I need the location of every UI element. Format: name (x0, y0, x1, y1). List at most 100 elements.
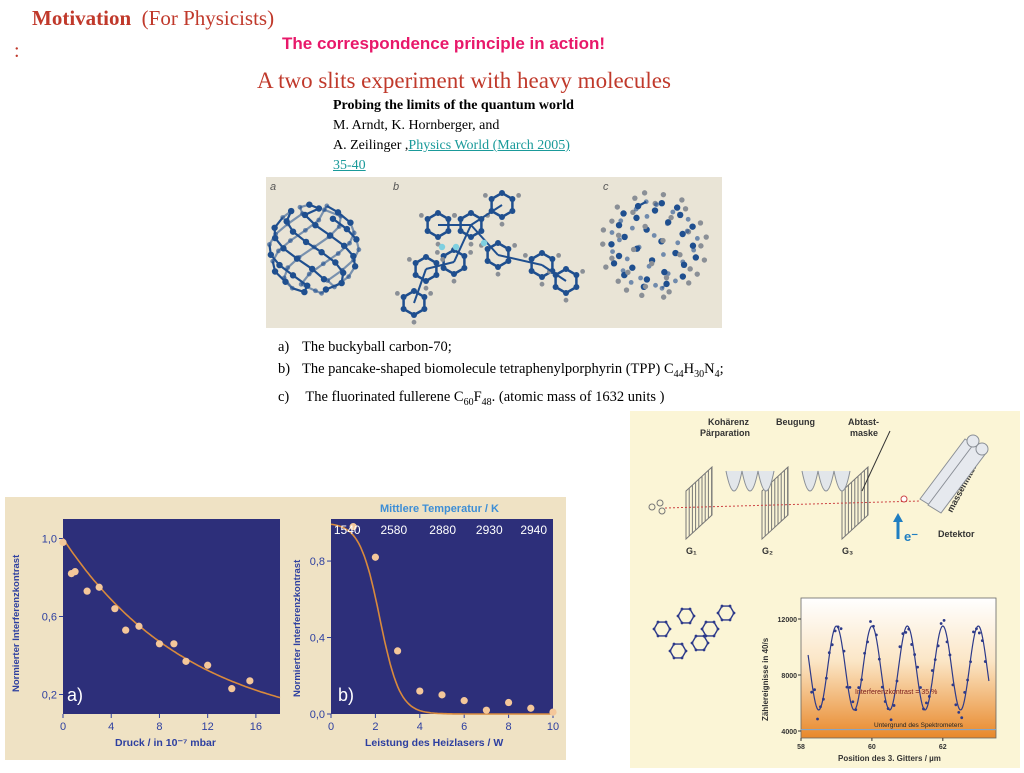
x-tick-label: 6 (461, 721, 467, 733)
data-point (877, 657, 881, 661)
data-point (898, 645, 902, 649)
chart-a-xlabel: Druck / in 10⁻⁷ mbar (115, 737, 216, 749)
data-point (919, 686, 922, 689)
molecule-label-a: a (270, 181, 276, 193)
data-point (810, 690, 814, 694)
electron-arrow-head (893, 513, 903, 522)
decoherence-charts: Mittlere Temperatur / K 0 4 8 12 16 1,0 0,6 0,2… (5, 497, 566, 760)
data-point (872, 624, 875, 628)
data-point (839, 627, 843, 631)
data-point (851, 700, 855, 704)
caption-b-n: N (704, 361, 715, 377)
data-point (813, 688, 816, 692)
data-point (822, 697, 825, 701)
data-point (963, 690, 967, 694)
quadrupol-filter (919, 434, 989, 514)
y-tick-label: 8000 (781, 673, 797, 680)
data-point (824, 676, 828, 680)
data-point (907, 627, 911, 631)
data-point (889, 718, 893, 722)
buckyball-c70 (267, 201, 362, 296)
chart-b-xlabel: Leistung des Heizlasers / W (365, 737, 503, 749)
data-point (910, 643, 914, 646)
title-bold: Motivation (32, 6, 132, 30)
y-tick-label: 0,6 (42, 612, 57, 624)
data-point (833, 629, 837, 633)
reference-link[interactable]: Physics World (March 2005) (408, 138, 570, 153)
caption-key-a: a) (278, 339, 290, 355)
data-point (848, 685, 852, 689)
data-point (135, 622, 143, 630)
data-point (954, 703, 958, 707)
grating (761, 465, 789, 541)
data-point (860, 678, 864, 682)
data-point (827, 651, 831, 655)
x-tick-label: 58 (797, 744, 805, 751)
data-point (951, 683, 955, 687)
data-point (349, 523, 357, 531)
reference-authors-2: A. Zeilinger , (333, 138, 409, 153)
label-g2: G₂ (762, 546, 773, 556)
data-point (394, 647, 402, 655)
data-point (945, 640, 949, 644)
x-tick-label: 8 (156, 721, 162, 733)
data-point (204, 661, 212, 669)
data-point (83, 587, 91, 595)
top-tick-label: 2880 (429, 523, 456, 537)
figure-caption: a) The buckyball carbon-70; b) The pancake… (278, 336, 724, 414)
tpp-molecule (394, 190, 586, 325)
label-praparation: Pärparation (700, 428, 750, 438)
chart-b-ylabel: Normierter Interferenzkontrast (292, 559, 303, 697)
chart-a-panel-label: a) (67, 685, 83, 705)
x-tick-label: 16 (250, 721, 262, 733)
subtitle: The correspondence principle in action! (282, 34, 606, 53)
decoherence-charts-svg: Mittlere Temperatur / K 0 4 8 12 16 1,0 0,6 0,2… (11, 503, 559, 749)
data-point (901, 632, 905, 636)
background-annotation: Untergrund des Spektrometers (874, 722, 964, 729)
top-tick-label: 2940 (520, 523, 547, 537)
molecule-label-c: c (603, 181, 609, 193)
grating (685, 465, 713, 541)
y-tick-label: 0,4 (310, 633, 325, 645)
detector-molecule (900, 495, 908, 503)
data-point (842, 649, 846, 653)
reference-block: Probing the limits of the quantum world … (333, 96, 633, 176)
contrast-annotation: Interferenzkontrast = 35 % (855, 689, 937, 696)
chart-b-plot-area (331, 519, 553, 714)
x-tick-label: 4 (108, 721, 114, 733)
y-tick-label: 4000 (781, 729, 797, 736)
data-point (122, 626, 130, 634)
data-point (836, 625, 840, 629)
data-point (155, 640, 164, 648)
top-tick-label: 2580 (380, 523, 407, 537)
data-point (980, 639, 984, 642)
label-maske: maske (850, 428, 878, 438)
data-point (892, 704, 896, 707)
title-colon: : (14, 40, 20, 62)
scan-arrow (861, 430, 891, 492)
caption-c-sub2: 48 (481, 396, 492, 408)
data-point (972, 630, 975, 634)
data-point (983, 660, 987, 663)
data-point (863, 651, 867, 655)
data-point (416, 687, 424, 695)
y-tick-label: 1,0 (42, 534, 57, 546)
caption-c-sub1: 60 (463, 396, 474, 408)
label-koherenz: Kohärenz (708, 417, 750, 427)
data-point (71, 568, 79, 576)
data-point (170, 640, 178, 648)
data-point (866, 640, 869, 644)
x-tick-label: 8 (506, 721, 512, 733)
reference-pages-link[interactable]: 35-40 (333, 158, 366, 173)
caption-key-c: c) (278, 388, 290, 405)
data-point (886, 707, 890, 711)
data-point (182, 657, 190, 665)
caption-b-sub2: 30 (694, 368, 705, 380)
caption-b-h: H (683, 361, 695, 377)
x-tick-label: 12 (202, 721, 214, 733)
data-point (59, 538, 67, 546)
fit-curve (330, 523, 553, 715)
chart-b: 0 2 4 6 8 10 0,8 0,4 0,0 1540 2580 2880 2930 2940 (310, 523, 559, 733)
caption-b: The pancake-shaped biomolecule tetraphen… (302, 361, 674, 377)
caption-c-end: . (atomic mass of 1632 units ) (491, 388, 665, 405)
